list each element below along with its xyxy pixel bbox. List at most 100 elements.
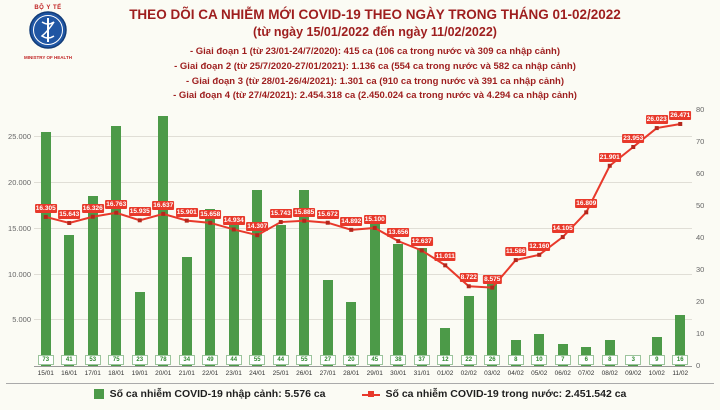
line-value-label: 16.326: [81, 203, 104, 213]
line-marker: [607, 163, 612, 168]
bar-imported-cases: [134, 292, 145, 366]
line-value-label: 15.100: [363, 214, 386, 224]
line-value-label: 11.586: [504, 247, 527, 257]
y-axis-right-tick: 30: [696, 265, 705, 274]
x-axis-date-label: 16/01: [61, 370, 78, 377]
bar-value-label: 23: [131, 355, 148, 365]
x-axis-date-label: 23/01: [225, 370, 242, 377]
page-title: THEO DÕI CA NHIỄM MỚI COVID-19 THEO NGÀY…: [129, 7, 621, 22]
moh-logo-top-text: BỘ Y TẾ: [34, 5, 62, 11]
bar-value-label: 41: [61, 355, 78, 365]
bar-value-label: 8: [507, 355, 524, 365]
x-axis-date-label: 31/01: [413, 370, 430, 377]
gridline: [34, 227, 692, 229]
bar-imported-cases: [440, 327, 451, 366]
line-value-label: 12.160: [528, 241, 551, 251]
bar-value-label: 44: [225, 355, 242, 365]
line-value-label: 26.471: [669, 110, 692, 120]
domestic-cases-line: [43, 121, 683, 290]
bar-value-label: 9: [648, 355, 665, 365]
x-axis-date-label: 25/01: [272, 370, 289, 377]
line-value-label: 26.023: [645, 115, 668, 125]
line-value-label: 15.935: [128, 207, 151, 217]
bar-value-label: 22: [460, 355, 477, 365]
bar-imported-cases: [205, 209, 216, 366]
x-axis-date-label: 02/02: [460, 370, 477, 377]
line-value-label: 15.672: [316, 209, 339, 219]
x-axis-date-label: 11/02: [672, 370, 689, 377]
bar-imported-cases: [510, 340, 521, 366]
bar-value-label: 27: [319, 355, 336, 365]
bar-value-label: 8: [601, 355, 618, 365]
line-value-label: 16.763: [105, 199, 128, 209]
bar-value-label: 37: [413, 355, 430, 365]
bar-value-label: 44: [272, 355, 289, 365]
note-phase-1: - Giai đoạn 1 (từ 23/01-24/7/2020): 415 …: [189, 46, 561, 57]
bar-imported-cases: [487, 282, 498, 366]
note-phase-3: - Giai đoạn 3 (từ 28/01-26/4/2021): 1.30…: [186, 75, 564, 87]
bar-imported-cases: [87, 196, 98, 366]
line-marker: [654, 126, 659, 131]
line-marker: [678, 121, 683, 126]
x-axis-date-label: 05/02: [531, 370, 548, 377]
line-value-label: 14.934: [222, 216, 245, 226]
y-axis-right-tick: 10: [696, 329, 705, 338]
chart-legend: Số ca nhiễm COVID-19 nhập cảnh: 5.576 ca…: [0, 388, 720, 400]
bar-imported-cases: [604, 340, 615, 366]
x-axis-date-label: 28/01: [343, 370, 360, 377]
x-axis-date-label: 18/01: [108, 370, 125, 377]
line-marker: [325, 220, 330, 225]
line-marker: [278, 220, 283, 225]
line-value-label: 15.901: [175, 207, 198, 217]
x-axis-date-label: 30/01: [390, 370, 407, 377]
green-square-swatch-icon: [93, 389, 104, 399]
line-value-label: 21.901: [598, 152, 621, 162]
line-value-label: 15.658: [199, 209, 222, 219]
x-axis-date-label: 01/02: [437, 370, 454, 377]
x-axis-date-label: 26/01: [296, 370, 313, 377]
x-axis-date-label: 22/01: [202, 370, 219, 377]
bar-imported-cases: [275, 225, 286, 366]
y-axis-right-tick: 20: [696, 297, 705, 306]
red-line-marker-icon: [361, 390, 380, 399]
x-axis-date-label: 15/01: [37, 370, 54, 377]
bar-value-label: 73: [37, 355, 54, 365]
line-value-label: 11.011: [434, 252, 456, 262]
bar-imported-cases: [416, 247, 427, 366]
bar-imported-cases: [158, 116, 169, 366]
bar-imported-cases: [393, 244, 404, 366]
y-axis-left-tick: 25.000: [8, 132, 31, 142]
x-axis-date-label: 24/01: [249, 370, 266, 377]
x-axis-date-label: 20/01: [155, 370, 172, 377]
line-value-label: 14.307: [246, 222, 269, 232]
y-axis-left-tick: 20.000: [8, 178, 31, 188]
line-value-label: 15.643: [58, 209, 81, 219]
line-marker: [584, 210, 589, 215]
line-value-label: 15.885: [293, 207, 316, 217]
line-marker: [560, 235, 565, 240]
x-axis-date-label: 04/02: [507, 370, 524, 377]
y-axis-left-tick: 15.000: [8, 223, 31, 233]
bar-value-label: 7: [554, 355, 571, 365]
bar-imported-cases: [346, 302, 357, 366]
x-axis-date-label: 21/01: [178, 370, 195, 377]
bar-value-label: 10: [531, 355, 548, 365]
line-value-label: 15.743: [269, 209, 292, 219]
gridline: [34, 136, 692, 138]
bar-value-label: 6: [578, 355, 595, 365]
line-marker: [513, 258, 518, 263]
bar-value-label: 16: [672, 355, 689, 365]
bar-imported-cases: [557, 343, 568, 366]
caduceus-icon: [29, 11, 67, 49]
line-marker: [137, 218, 142, 223]
gridline: [34, 182, 692, 184]
y-axis-left-tick: 10.000: [8, 269, 31, 279]
bar-imported-cases: [651, 337, 662, 366]
line-marker: [537, 252, 542, 257]
bar-imported-cases: [228, 225, 239, 366]
gridline: [34, 273, 692, 275]
bar-value-label: 34: [178, 355, 195, 365]
legend-divider: [6, 383, 714, 384]
legend-imported-label: Số ca nhiễm COVID-19 nhập cảnh: 5.576 ca: [109, 388, 326, 400]
y-axis-right-tick: 70: [696, 137, 705, 146]
